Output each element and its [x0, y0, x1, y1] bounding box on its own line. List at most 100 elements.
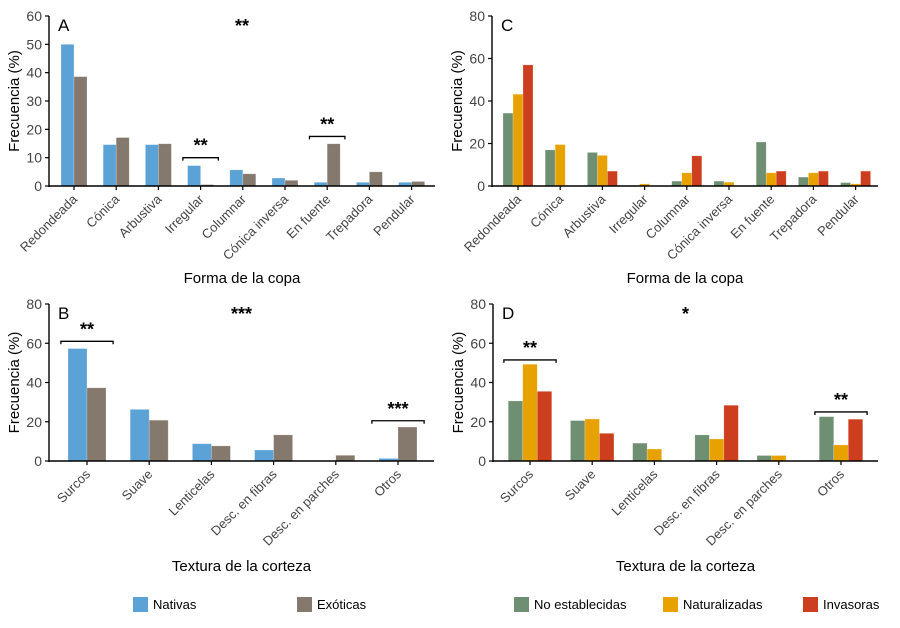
bar-B-0-0 — [67, 348, 88, 462]
x-axis-title: Textura de la corteza — [172, 558, 312, 575]
significance-bracket — [60, 340, 114, 345]
bar-A-0-4 — [229, 169, 244, 187]
bar-A-1-6 — [326, 143, 341, 187]
bar-D-0-1 — [570, 420, 586, 462]
x-tick-label: Arbustiva — [560, 191, 609, 240]
panel-label: B — [58, 304, 69, 323]
bar-C-1-2 — [597, 155, 608, 187]
significance-bracket — [371, 420, 425, 424]
y-tick-label: 60 — [26, 335, 42, 351]
bar-C-1-7 — [808, 172, 819, 187]
overall-significance: * — [682, 304, 689, 324]
x-tick-label: Suave — [562, 467, 599, 504]
bar-A-0-0 — [60, 44, 75, 187]
bar-D-2-5 — [847, 418, 864, 462]
bar-A-0-2 — [145, 144, 159, 187]
significance-label: ** — [523, 338, 537, 358]
bar-B-1-1 — [148, 419, 169, 462]
bar-C-0-7 — [798, 176, 809, 187]
significance-label: ** — [320, 114, 334, 134]
bar-C-0-1 — [544, 149, 556, 187]
x-tick-label: Surcos — [54, 466, 94, 506]
y-tick-label: 10 — [26, 150, 42, 166]
y-tick-label: 80 — [470, 296, 486, 312]
y-tick-label: 80 — [26, 296, 42, 312]
panel-label: C — [501, 16, 513, 35]
bar-C-2-6 — [775, 170, 787, 187]
significance-label: *** — [387, 399, 408, 419]
y-tick-label: 20 — [470, 414, 486, 430]
bar-D-2-1 — [599, 433, 615, 462]
bar-D-1-4 — [771, 455, 787, 462]
significance-bracket — [182, 157, 219, 161]
x-tick-label: Arbustiva — [116, 191, 165, 240]
bar-C-0-2 — [587, 152, 598, 187]
y-tick-label: 60 — [26, 8, 42, 24]
x-tick-label: Cónica — [83, 191, 123, 231]
bar-A-1-5 — [284, 180, 299, 187]
legend-1: Nativas Exóticas — [133, 597, 367, 612]
bar-C-1-1 — [554, 144, 566, 187]
y-tick-label: 80 — [469, 8, 485, 24]
overall-significance: *** — [231, 304, 252, 324]
bar-B-1-3 — [273, 434, 293, 462]
x-axis-title: Textura de la corteza — [616, 558, 756, 575]
legend-label: Invasoras — [823, 597, 880, 612]
bar-C-1-6 — [765, 172, 777, 187]
y-tick-label: 0 — [34, 178, 42, 194]
bar-B-1-5 — [397, 426, 418, 462]
bar-C-0-4 — [671, 180, 683, 187]
x-tick-label: Redondeada — [461, 191, 525, 255]
x-axis-title: Forma de la copa — [627, 270, 744, 287]
legend-swatch — [297, 597, 312, 612]
significance-bracket — [308, 135, 346, 140]
y-tick-label: 40 — [469, 93, 485, 109]
bar-B-0-2 — [192, 443, 212, 462]
x-tick-label: Cónica — [527, 191, 567, 231]
y-tick-label: 0 — [477, 178, 485, 194]
bar-D-1-5 — [833, 444, 849, 462]
bar-C-1-4 — [681, 172, 693, 187]
panel-label: D — [502, 304, 514, 323]
bar-D-1-2 — [646, 448, 662, 462]
x-tick-label: Pendular — [814, 191, 862, 239]
y-tick-label: 20 — [469, 136, 485, 152]
y-tick-label: 40 — [470, 375, 486, 391]
y-tick-label: 60 — [470, 335, 486, 351]
bar-C-2-8 — [860, 170, 871, 187]
bar-D-1-1 — [584, 418, 600, 462]
significance-bracket — [814, 411, 868, 415]
y-tick-label: 0 — [34, 453, 42, 469]
bar-C-2-7 — [818, 170, 829, 187]
bar-A-1-0 — [73, 76, 88, 187]
bar-D-0-2 — [632, 442, 648, 462]
legend-swatch — [133, 597, 148, 612]
legend-label: Nativas — [153, 597, 197, 612]
y-axis-title: Frecuencia (%) — [6, 332, 23, 434]
bar-A-1-2 — [158, 143, 172, 187]
x-tick-label: Otros — [371, 466, 404, 499]
y-tick-label: 20 — [26, 414, 42, 430]
y-tick-label: 40 — [26, 65, 42, 81]
bar-C-1-0 — [512, 93, 524, 187]
y-tick-label: 20 — [26, 121, 42, 137]
x-tick-label: Surcos — [497, 466, 537, 506]
bar-C-2-4 — [691, 155, 703, 187]
bar-A-0-5 — [271, 177, 286, 187]
y-axis-title: Frecuencia (%) — [450, 332, 467, 434]
significance-bracket — [503, 359, 557, 363]
y-axis-title: Frecuencia (%) — [6, 50, 23, 152]
bar-D-0-5 — [818, 416, 835, 462]
legend-label: No establecidas — [534, 597, 627, 612]
bar-D-2-0 — [536, 391, 553, 462]
significance-label: ** — [80, 319, 94, 339]
y-tick-label: 30 — [26, 93, 42, 109]
y-tick-label: 50 — [26, 36, 42, 52]
legend-label: Exóticas — [317, 597, 367, 612]
bar-B-0-3 — [254, 449, 274, 462]
significance-label: ** — [194, 136, 208, 156]
